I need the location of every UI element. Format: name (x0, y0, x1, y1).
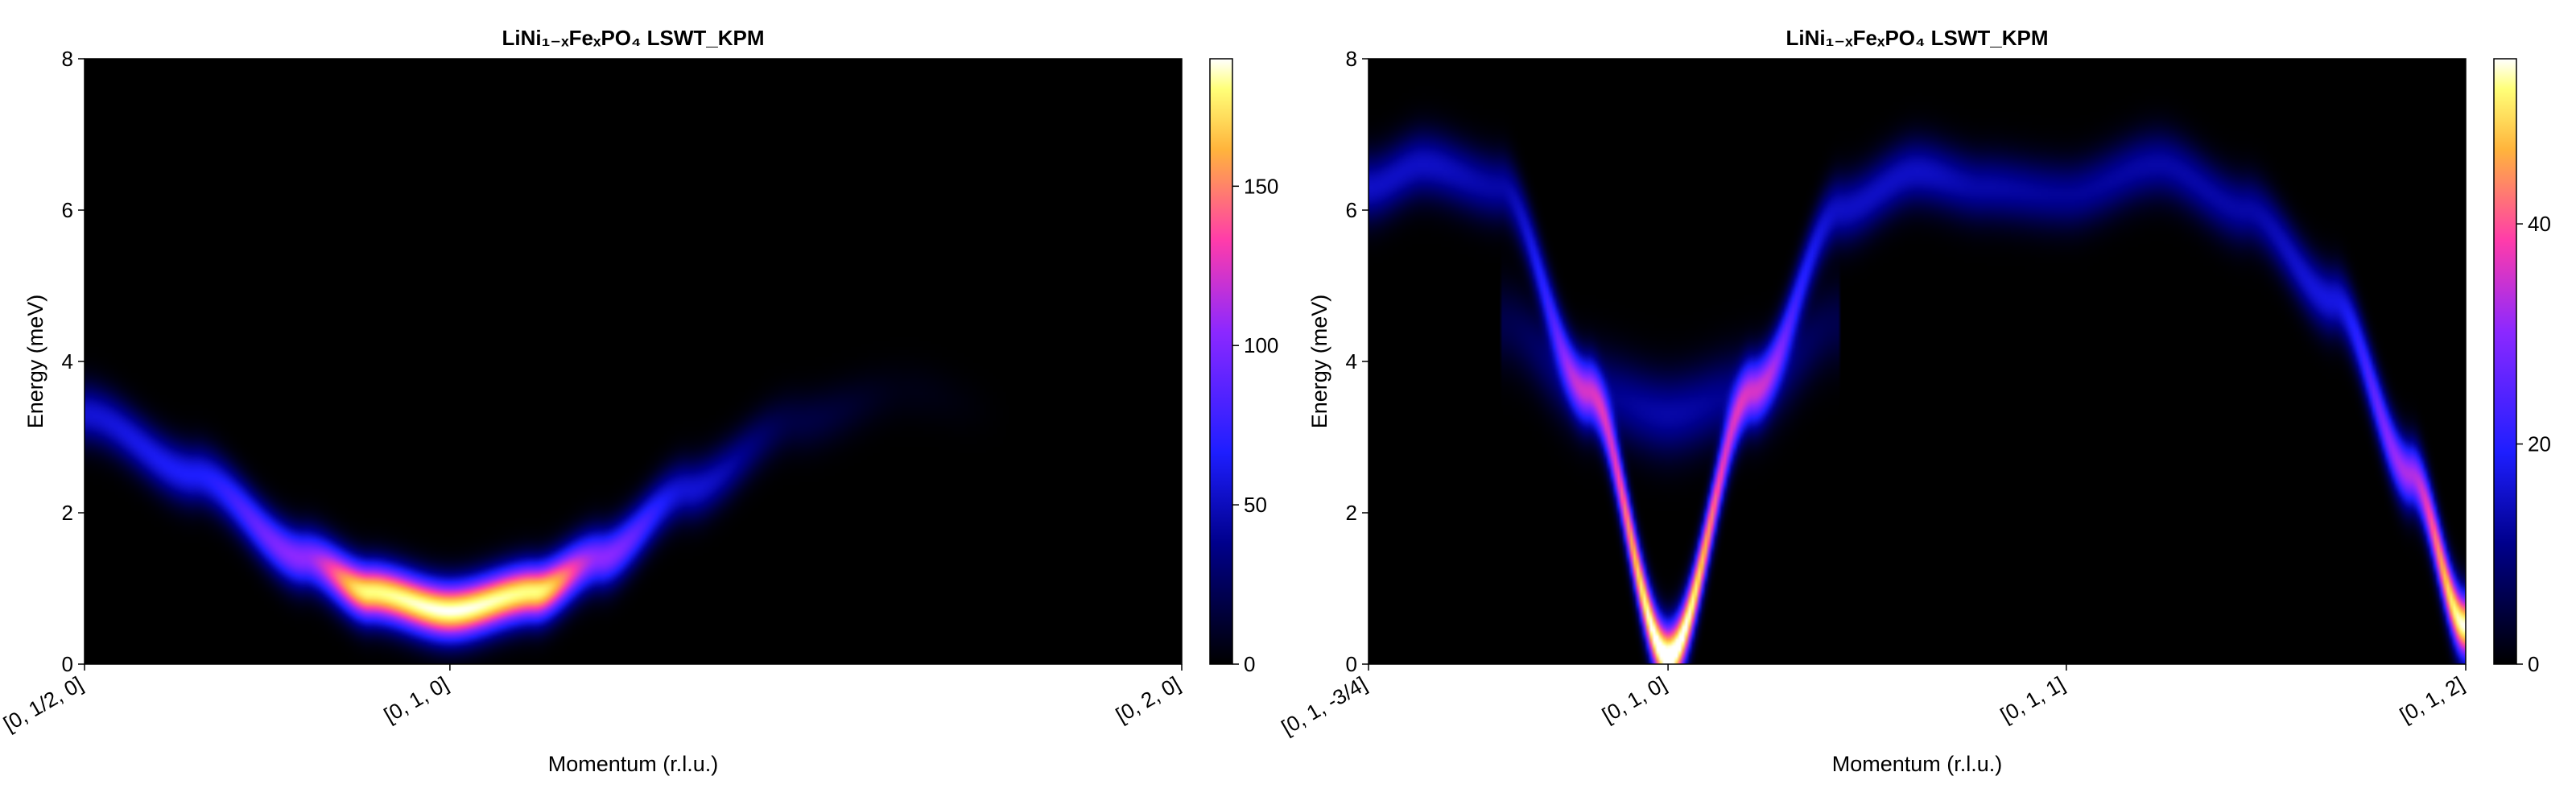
x-tick-label: [0, 1, 0] (1598, 671, 1670, 727)
x-axis-label: Momentum (r.l.u.) (1832, 752, 2003, 776)
chart-title: LiNi₁₋ₓFeₓPO₄ LSWT_KPM (1785, 26, 2048, 50)
x-tick-label: [0, 1, 1] (1996, 671, 2069, 727)
y-tick-label: 4 (1346, 349, 1357, 374)
x-tick-label: [0, 2, 0] (1112, 671, 1184, 727)
x-tick-label: [0, 1, 0] (380, 671, 452, 727)
chart-panel-right: LiNi₁₋ₓFeₓPO₄ LSWT_KPM 0 2 4 6 8 [0, 1, -3/4] [… (1278, 26, 2551, 776)
y-tick-label: 0 (62, 652, 73, 676)
colorbar (2493, 58, 2517, 665)
chart-panel-left: LiNi₁₋ₓFeₓPO₄ LSWT_KPM 0 2 4 6 8 [0, 1/2, 0] [0… (0, 26, 1278, 776)
x-axis-label: Momentum (r.l.u.) (548, 752, 719, 776)
y-tick-label: 6 (62, 198, 73, 222)
colorbar-tick-label: 100 (1244, 333, 1278, 357)
y-axis-label: Energy (meV) (1307, 295, 1331, 429)
y-axis-label: Energy (meV) (23, 295, 47, 429)
colorbar-tick-label: 150 (1244, 174, 1278, 198)
heatmap-image (85, 59, 1182, 664)
colorbar-tick-label: 0 (2528, 652, 2539, 676)
colorbar-tick-label: 20 (2528, 432, 2551, 456)
y-tick-label: 8 (62, 47, 73, 71)
y-tick-label: 6 (1346, 198, 1357, 222)
x-tick-label: [0, 1, 2] (2396, 671, 2468, 727)
colorbar-tick-label: 0 (1244, 652, 1255, 676)
heatmap-image (1368, 59, 2466, 664)
y-tick-label: 4 (62, 349, 73, 374)
chart-title: LiNi₁₋ₓFeₓPO₄ LSWT_KPM (502, 26, 764, 50)
colorbar (1209, 58, 1233, 665)
x-tick-label: [0, 1/2, 0] (0, 671, 87, 736)
y-tick-label: 2 (1346, 501, 1357, 525)
colorbar-tick-label: 50 (1244, 493, 1267, 517)
colorbar-tick-label: 40 (2528, 212, 2551, 236)
y-tick-label: 2 (62, 501, 73, 525)
y-tick-label: 8 (1346, 47, 1357, 71)
x-tick-label: [0, 1, -3/4] (1278, 671, 1371, 740)
y-tick-label: 0 (1346, 652, 1357, 676)
